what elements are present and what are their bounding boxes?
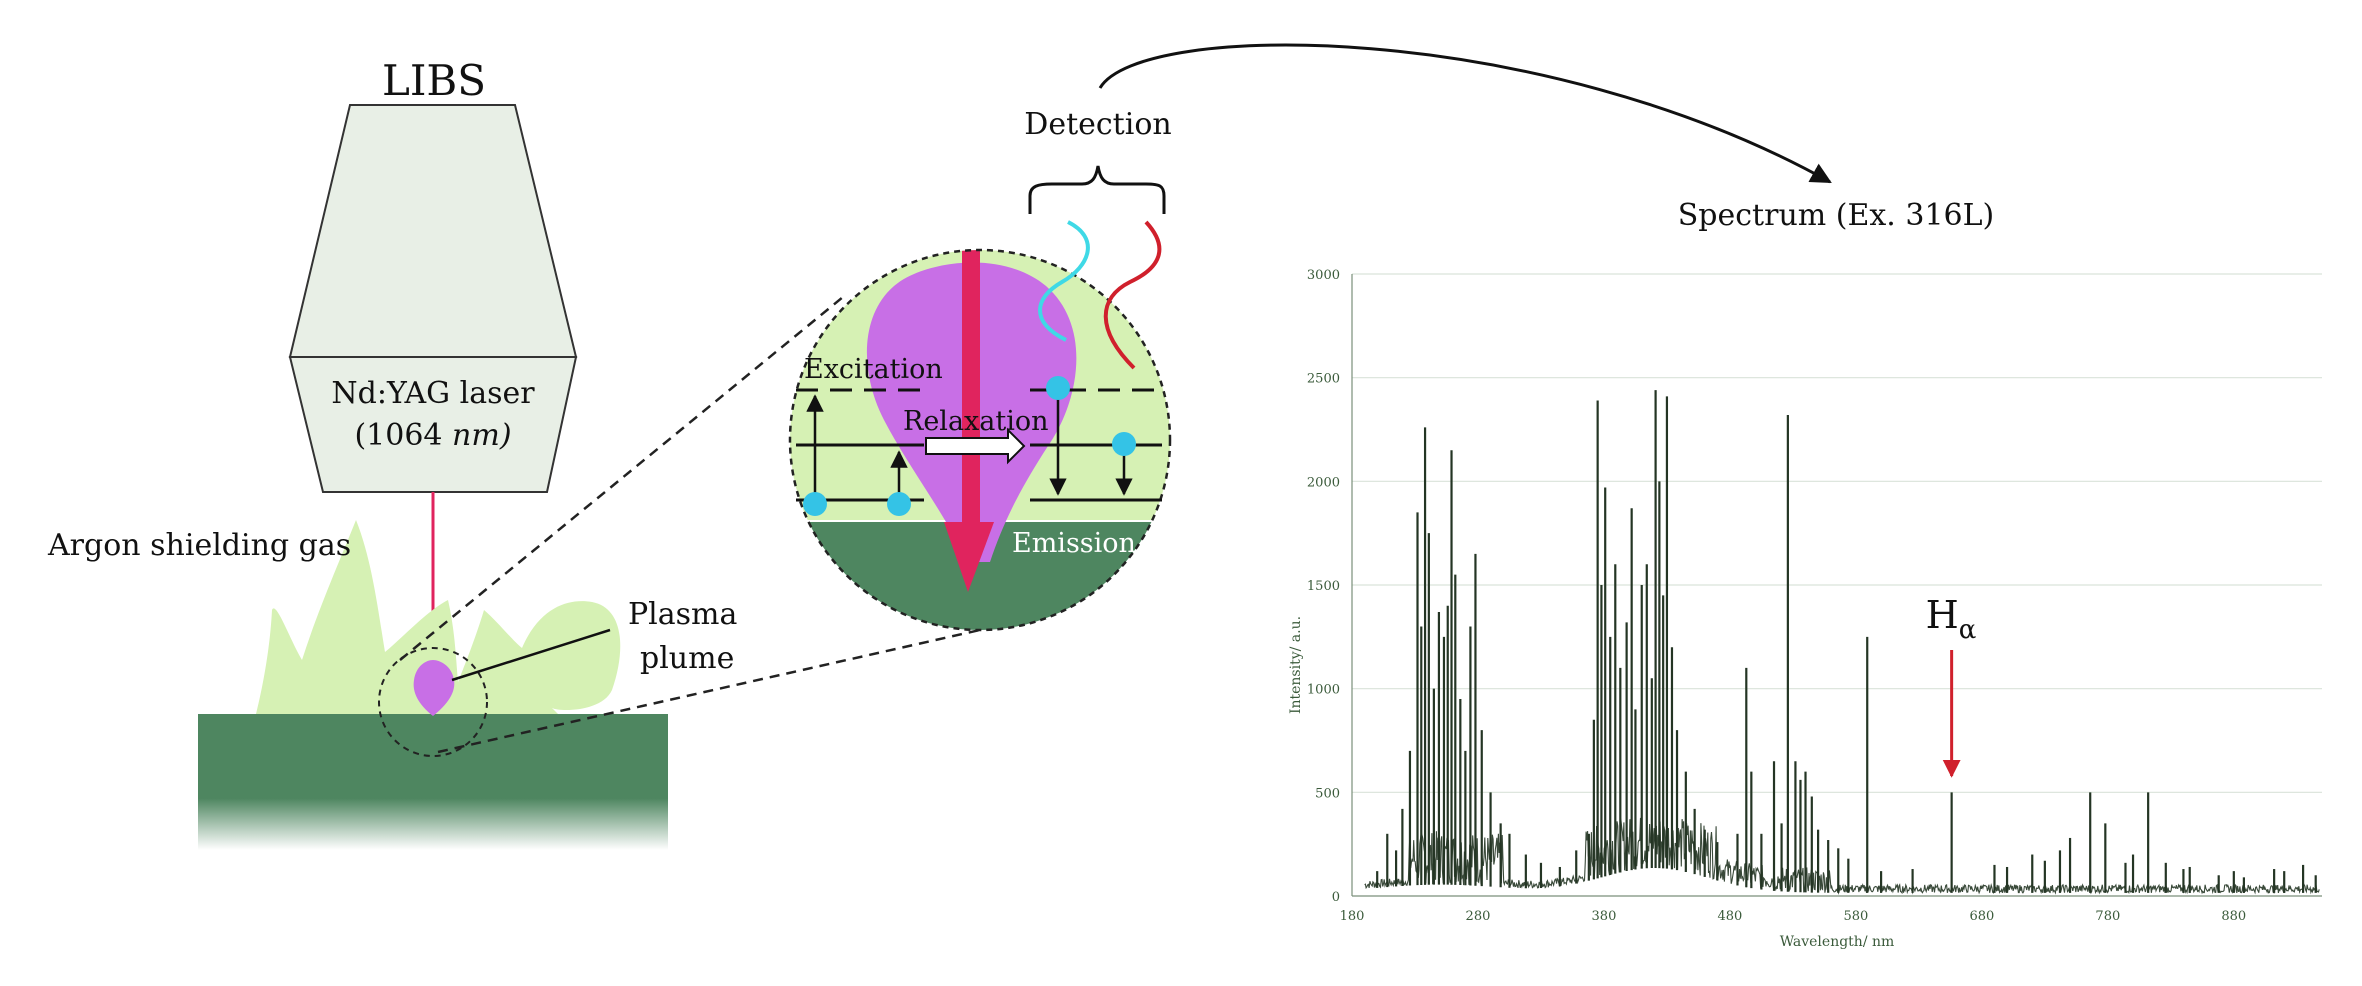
x-axis-label: Wavelength/ nm: [1780, 934, 1895, 950]
laser-head: [288, 104, 578, 493]
detection-label: Detection: [1024, 107, 1171, 142]
laser-wavelength-label: (1064 nm): [354, 418, 511, 453]
plasma-label-line1: Plasma: [628, 597, 738, 632]
emission-levels: [1030, 376, 1162, 502]
substrate: [198, 714, 668, 850]
electron-icon: [1046, 376, 1070, 400]
spectrum-title: Spectrum (Ex. 316L): [1678, 198, 1995, 233]
h-alpha-label: Hα: [1926, 593, 1977, 645]
y-tick-label: 3000: [1307, 268, 1340, 283]
x-tick-label: 680: [1969, 909, 1994, 924]
y-axis-label: Intensity/ a.u.: [1288, 616, 1304, 714]
magnify-circle-small: [378, 647, 488, 757]
ablation-cone: [944, 522, 994, 592]
emission-label: Emission: [1012, 528, 1136, 559]
plasma-plume: [413, 660, 455, 716]
emission-wave-red: [1103, 220, 1162, 370]
electron-icon: [803, 492, 827, 516]
zoom-line-top: [399, 296, 844, 661]
spectrum-chart: 0 500 1000 1500 2000 2500 3000 180 280 380 480 580 6…: [1288, 268, 2322, 950]
argon-gas-cloud: [256, 520, 621, 716]
zoom-line-bottom: [437, 628, 981, 754]
y-tick-label: 2000: [1307, 475, 1340, 490]
plasma-label-line2: plume: [640, 641, 734, 676]
x-tick-label: 480: [1718, 909, 1743, 924]
x-tick-label: 280: [1466, 909, 1491, 924]
libs-title: LIBS: [382, 56, 486, 105]
x-tick-label: 780: [2095, 909, 2120, 924]
emission-wave-cyan: [1038, 220, 1090, 342]
x-tick-label: 580: [1843, 909, 1868, 924]
excitation-label: Excitation: [804, 354, 943, 385]
magnify-circle-large: [788, 248, 1172, 632]
spectrum-baseline: [1364, 817, 2320, 895]
x-tick-label: 180: [1340, 909, 1365, 924]
relaxation-label: Relaxation: [903, 406, 1049, 437]
relaxation-arrow-icon: [925, 427, 1026, 465]
electron-icon: [887, 492, 911, 516]
plasma-pointer-line: [451, 628, 611, 682]
argon-gas-label: Argon shielding gas: [47, 528, 351, 563]
y-tick-label: 1000: [1307, 683, 1340, 698]
y-tick-label: 0: [1332, 890, 1340, 905]
detection-to-spectrum-arrow: [1098, 43, 1832, 184]
x-tick-label: 880: [2221, 909, 2246, 924]
magnified-laser-beam: [962, 250, 980, 526]
x-tick-label: 380: [1592, 909, 1617, 924]
y-tick-label: 1500: [1307, 579, 1340, 594]
y-tick-label: 2500: [1307, 372, 1340, 387]
y-tick-label: 500: [1315, 786, 1340, 801]
laser-name-label: Nd:YAG laser: [331, 376, 535, 411]
electron-icon: [1112, 432, 1136, 456]
excitation-levels: [796, 388, 924, 516]
detection-brace: [1028, 165, 1166, 214]
